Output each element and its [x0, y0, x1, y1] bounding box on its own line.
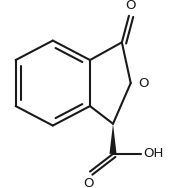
Text: O: O: [83, 177, 93, 188]
Text: O: O: [125, 0, 136, 12]
Polygon shape: [109, 124, 117, 154]
Text: O: O: [139, 77, 149, 89]
Text: OH: OH: [143, 147, 163, 160]
